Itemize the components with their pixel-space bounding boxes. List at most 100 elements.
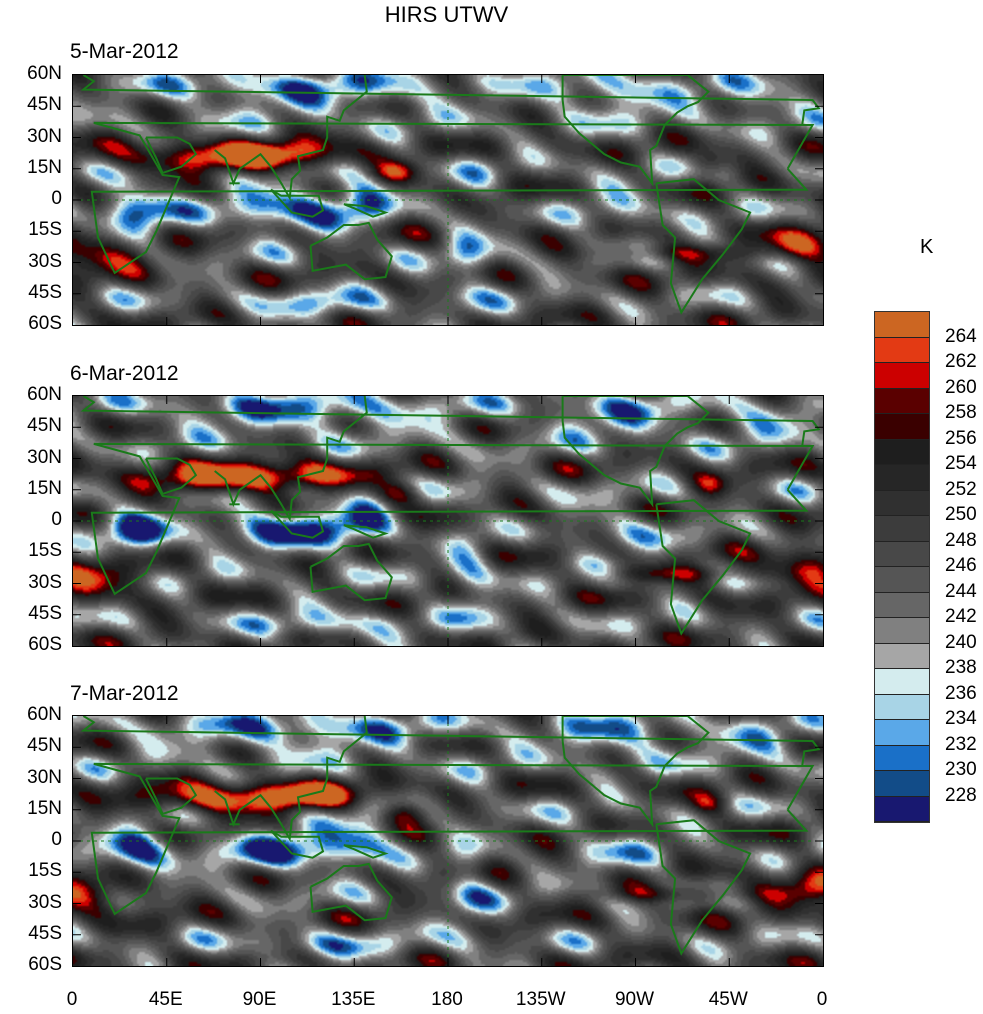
coastline xyxy=(655,819,752,956)
colorbar-label: 254 xyxy=(945,453,977,474)
lat-tick-label: 60N xyxy=(27,384,62,405)
map-panel-3 xyxy=(72,715,824,967)
coastline xyxy=(145,457,198,496)
colorbar-box xyxy=(875,516,929,542)
colorbar-box xyxy=(875,567,929,593)
colorbar-label: 244 xyxy=(945,580,977,602)
colorbar-label: 264 xyxy=(945,325,977,347)
lon-tick-label: 45W xyxy=(708,989,748,1010)
colorbar-box xyxy=(875,720,929,746)
coastline xyxy=(655,499,752,636)
coastlines-1 xyxy=(73,75,823,325)
coastline xyxy=(561,396,710,508)
colorbar xyxy=(874,311,930,823)
lat-tick-label: 0 xyxy=(51,829,62,850)
colorbar-label: 248 xyxy=(945,529,977,551)
figure-title: HIRS UTWV xyxy=(384,2,509,27)
coastline xyxy=(343,203,389,218)
lat-tick-label: 30S xyxy=(28,891,62,913)
colorbar-units: K xyxy=(920,236,934,258)
coastline xyxy=(145,136,198,175)
lat-tick-label: 15S xyxy=(28,540,62,562)
colorbar-label: 238 xyxy=(945,657,977,678)
colorbar-box xyxy=(875,694,929,720)
coastline xyxy=(309,221,393,281)
coastline xyxy=(561,716,710,828)
coastline xyxy=(655,178,752,315)
coastlines-2 xyxy=(73,396,823,646)
lat-tick-label: 45N xyxy=(27,735,62,757)
lon-tick-label: 45E xyxy=(148,989,183,1010)
coastline xyxy=(270,829,325,859)
lon-tick-label: 135W xyxy=(515,989,566,1010)
colorbar-box xyxy=(875,439,929,465)
coastline xyxy=(214,396,368,523)
lat-tick-label: 60N xyxy=(27,63,62,84)
coastline xyxy=(90,121,815,275)
colorbar-label: 242 xyxy=(945,606,977,627)
lat-tick-label: 45N xyxy=(27,415,62,437)
map-panel-1 xyxy=(72,74,824,326)
coastline xyxy=(270,188,325,218)
lat-tick-label: 60S xyxy=(28,313,62,334)
colorbar-label: 258 xyxy=(945,402,977,423)
coastline xyxy=(80,75,821,126)
colorbar-box xyxy=(875,490,929,516)
colorbar-label: 260 xyxy=(945,376,977,398)
coastline xyxy=(270,509,325,539)
coastline xyxy=(145,777,198,816)
lat-tick-label: 30N xyxy=(27,446,62,468)
colorbar-label: 230 xyxy=(945,759,977,780)
lon-tick-label: 90E xyxy=(242,989,277,1010)
lat-tick-label: 45S xyxy=(28,922,62,944)
colorbar-label: 234 xyxy=(945,708,977,729)
coastline xyxy=(90,762,815,916)
colorbar-label: 228 xyxy=(945,784,977,806)
lat-tick-label: 45S xyxy=(28,602,62,624)
coastline xyxy=(309,542,393,602)
lon-tick-label: 180 xyxy=(431,989,463,1010)
colorbar-box xyxy=(875,796,929,822)
colorbar-label: 256 xyxy=(945,427,977,449)
colorbar-box xyxy=(875,337,929,363)
lat-tick-label: 0 xyxy=(51,188,62,209)
coastline xyxy=(309,862,393,922)
map-panel-2 xyxy=(72,395,824,647)
colorbar-box xyxy=(875,592,929,618)
lon-tick-label: 0 xyxy=(816,989,828,1010)
lat-tick-label: 15S xyxy=(28,219,62,241)
lat-tick-label: 0 xyxy=(51,509,62,530)
colorbar-box xyxy=(875,618,929,644)
colorbar-box xyxy=(875,414,929,440)
lat-tick-label: 60S xyxy=(28,634,62,655)
colorbar-box xyxy=(875,312,929,338)
lat-tick-label: 60S xyxy=(28,954,62,975)
coastline xyxy=(214,716,368,843)
panel-date-2: 6-Mar-2012 xyxy=(70,362,179,385)
lon-tick-label: 90W xyxy=(614,989,655,1010)
lat-tick-label: 15N xyxy=(27,477,62,499)
lat-tick-label: 30S xyxy=(28,250,62,272)
colorbar-box xyxy=(875,465,929,491)
lat-tick-label: 30S xyxy=(28,571,62,593)
colorbar-label: 232 xyxy=(945,733,977,755)
colorbar-label: 240 xyxy=(945,631,977,653)
coastline xyxy=(343,844,389,859)
lat-tick-label: 15N xyxy=(27,156,62,178)
lat-tick-label: 30N xyxy=(27,766,62,788)
lat-tick-label: 15S xyxy=(28,860,62,882)
colorbar-label: 236 xyxy=(945,682,977,704)
panel-date-1: 5-Mar-2012 xyxy=(70,40,179,63)
lat-tick-label: 15N xyxy=(27,797,62,819)
colorbar-label: 262 xyxy=(945,351,977,372)
coastline xyxy=(90,442,815,596)
panel-date-3: 7-Mar-2012 xyxy=(70,682,179,705)
colorbar-box xyxy=(875,363,929,389)
colorbar-box xyxy=(875,771,929,797)
colorbar-box xyxy=(875,669,929,695)
lon-tick-label: 135E xyxy=(331,989,376,1010)
lat-tick-label: 45N xyxy=(27,94,62,116)
lon-tick-label: 0 xyxy=(66,989,78,1010)
lat-tick-label: 30N xyxy=(27,125,62,147)
